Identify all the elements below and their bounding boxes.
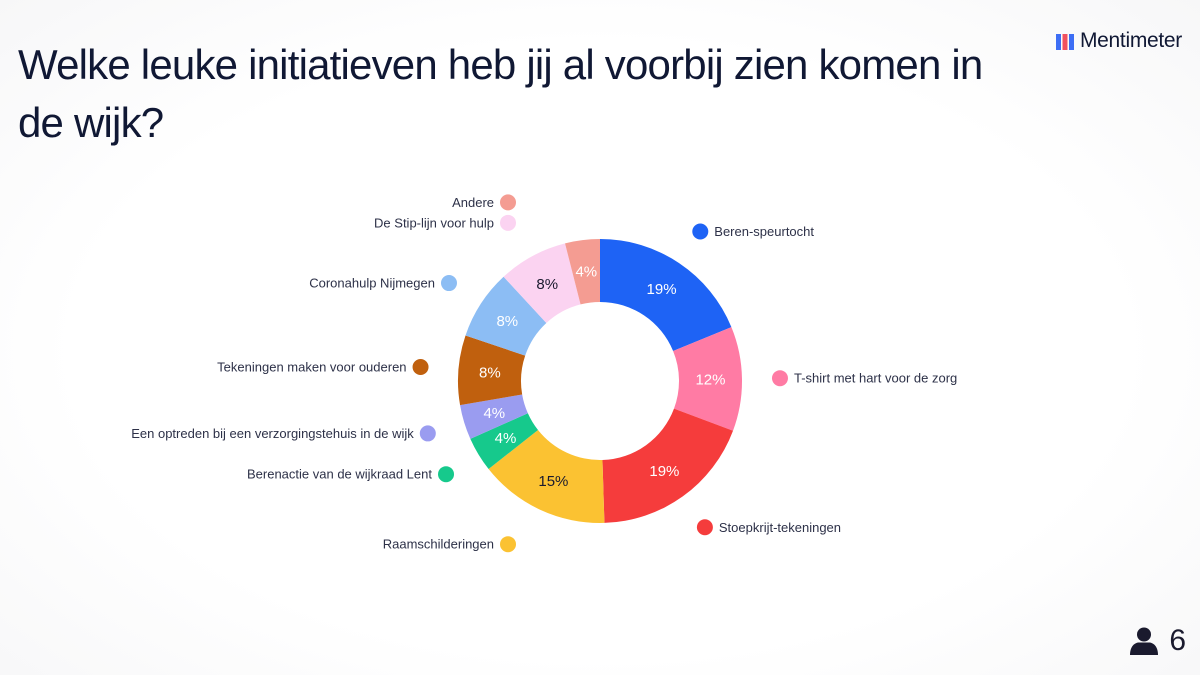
value-label-coronahulp-nijmegen: 8% — [496, 313, 518, 330]
category-label-berenactie-van-de-wijkraad-lent: Berenactie van de wijkraad Lent — [247, 467, 432, 482]
value-label-andere: 4% — [575, 263, 597, 280]
category-label-raamschilderingen: Raamschilderingen — [383, 537, 494, 552]
category-label-de-stip-lijn-voor-hulp: De Stip-lijn voor hulp — [374, 215, 494, 230]
legend-dot-beren-speurtocht — [692, 223, 709, 240]
legend-dot-berenactie-van-de-wijkraad-lent — [438, 466, 455, 483]
category-label-andere: Andere — [452, 195, 494, 210]
slice-tekeningen-maken-voor-ouderen — [457, 335, 526, 406]
brand: Mentimeter — [1055, 29, 1182, 53]
value-label-stoepkrijt-tekeningen: 19% — [649, 463, 679, 480]
question-title: Welke leuke initiatieven heb jij al voor… — [18, 41, 983, 146]
slice-de-stip-lijn-voor-hulp — [503, 243, 581, 324]
value-label-beren-speurtocht: 19% — [647, 281, 677, 298]
category-label-coronahulp-nijmegen: Coronahulp Nijmegen — [309, 276, 435, 291]
slice-t-shirt-met-hart-voor-de-zorg — [673, 327, 743, 431]
participant-count: 6 — [1169, 624, 1186, 657]
legend-dot-t-shirt-met-hart-voor-de-zorg — [771, 370, 788, 387]
category-label-stoepkrijt-tekeningen: Stoepkrijt-tekeningen — [719, 520, 841, 535]
slice-andere — [565, 239, 600, 305]
category-label-een-optreden-bij-een-verzorgingstehuis-in-de-wijk: Een optreden bij een verzorgingstehuis i… — [131, 426, 414, 441]
legend-dot-coronahulp-nijmegen — [440, 275, 457, 292]
mentimeter-logo-icon — [1055, 34, 1074, 50]
legend-dot-andere — [500, 194, 516, 211]
legend-dot-de-stip-lijn-voor-hulp — [500, 214, 516, 231]
participant-counter: 6 — [1129, 621, 1186, 661]
brand-name: Mentimeter — [1079, 29, 1182, 52]
slice-een-optreden-bij-een-verzorgingstehuis-in-de-wijk — [460, 394, 528, 439]
legend-dot-tekeningen-maken-voor-ouderen — [412, 359, 429, 376]
category-label-t-shirt-met-hart-voor-de-zorg: T-shirt met hart voor de zorg — [794, 371, 957, 386]
legend-dot-een-optreden-bij-een-verzorgingstehuis-in-de-wijk — [419, 425, 436, 442]
slice-raamschilderingen — [488, 429, 605, 523]
person-icon — [1130, 627, 1159, 655]
slice-coronahulp-nijmegen — [465, 276, 547, 356]
slice-stoepkrijt-tekeningen — [602, 408, 734, 523]
value-label-raamschilderingen: 15% — [538, 473, 568, 490]
value-label-een-optreden-bij-een-verzorgingstehuis-in-de-wijk: 4% — [483, 405, 505, 422]
value-label-t-shirt-met-hart-voor-de-zorg: 12% — [695, 371, 725, 388]
legend-dot-stoepkrijt-tekeningen — [696, 519, 713, 536]
category-label-tekeningen-maken-voor-ouderen: Tekeningen maken voor ouderen — [217, 360, 406, 375]
legend-dot-raamschilderingen — [500, 536, 516, 553]
value-label-tekeningen-maken-voor-ouderen: 8% — [479, 364, 501, 381]
value-label-berenactie-van-de-wijkraad-lent: 4% — [495, 430, 517, 447]
value-label-de-stip-lijn-voor-hulp: 8% — [536, 276, 558, 293]
category-label-beren-speurtocht: Beren-speurtocht — [714, 224, 814, 239]
slice-berenactie-van-de-wijkraad-lent — [470, 413, 539, 470]
slice-beren-speurtocht — [600, 239, 732, 352]
